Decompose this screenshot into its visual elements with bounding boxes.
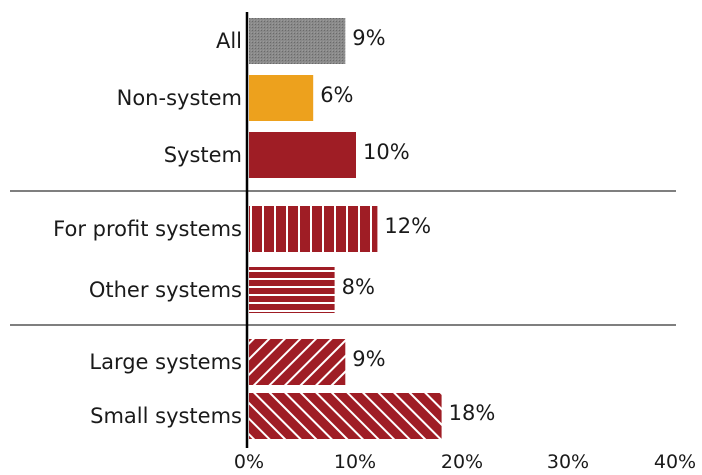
value-label-small-systems: 18%	[449, 401, 496, 425]
x-tick-label-1: 10%	[334, 451, 376, 473]
x-tick-label-0: 0%	[234, 451, 264, 473]
bar-large-systems	[249, 339, 346, 385]
category-labels: All Non-system System For profit systems Oth…	[53, 29, 242, 428]
category-label-small-systems: Small systems	[90, 404, 242, 428]
category-label-all: All	[216, 29, 242, 53]
value-label-non-system: 6%	[320, 83, 353, 107]
bar-system	[249, 132, 356, 178]
value-labels: 9% 6% 10% 12% 8% 9% 18%	[320, 26, 495, 425]
bar-other-systems	[249, 267, 335, 313]
x-tick-label-3: 30%	[547, 451, 589, 473]
x-tick-labels: 0% 10% 20% 30% 40%	[234, 451, 696, 473]
bar-all	[249, 18, 346, 64]
bar-for-profit-systems	[249, 206, 378, 252]
value-label-for-profit-systems: 12%	[384, 214, 431, 238]
value-label-all: 9%	[352, 26, 385, 50]
bars-layer	[249, 18, 442, 439]
category-label-non-system: Non-system	[117, 86, 242, 110]
value-label-large-systems: 9%	[352, 347, 385, 371]
value-label-system: 10%	[363, 140, 410, 164]
category-label-system: System	[164, 143, 242, 167]
category-label-other-systems: Other systems	[89, 278, 242, 302]
x-tick-label-4: 40%	[654, 451, 696, 473]
category-label-large-systems: Large systems	[89, 350, 242, 374]
x-tick-label-2: 20%	[441, 451, 483, 473]
category-label-for-profit-systems: For profit systems	[53, 217, 242, 241]
bar-non-system	[249, 75, 314, 121]
value-label-other-systems: 8%	[342, 275, 375, 299]
bar-small-systems	[249, 393, 442, 439]
